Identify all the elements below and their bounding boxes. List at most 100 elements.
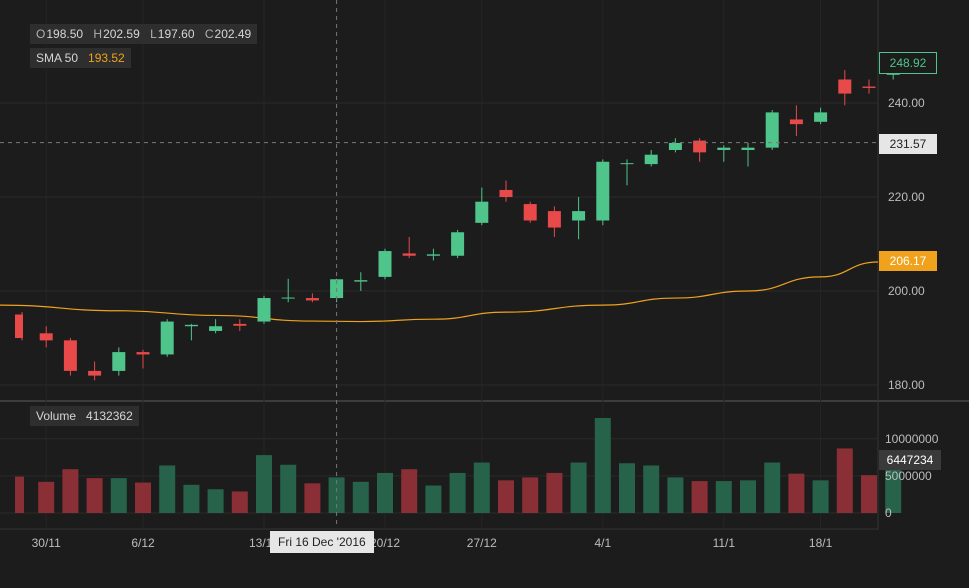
volume-bar xyxy=(15,476,24,513)
volume-bar xyxy=(352,481,369,513)
volume-bar xyxy=(159,465,176,513)
volume-tick-label: 5000000 xyxy=(885,469,932,483)
volume-bar xyxy=(594,418,611,513)
volume-bar xyxy=(377,472,393,513)
volume-bar xyxy=(401,469,418,513)
candle-body xyxy=(547,211,561,228)
candle-body xyxy=(862,86,876,88)
sma-value: 193.52 xyxy=(88,51,125,65)
candle-body xyxy=(814,112,828,122)
volume-bar xyxy=(570,462,587,513)
candle-body xyxy=(668,142,682,150)
candle-body xyxy=(451,232,465,256)
candle-body xyxy=(112,352,126,371)
volume-bar xyxy=(788,473,805,513)
volume-bar xyxy=(764,462,781,513)
volume-bars-layer xyxy=(15,418,902,513)
price-tick-label: 180.00 xyxy=(888,378,925,392)
volume-bar xyxy=(473,462,490,513)
volume-bar xyxy=(715,481,732,513)
volume-bar xyxy=(110,478,127,513)
volume-bar xyxy=(207,489,224,513)
time-tick-label: 27/12 xyxy=(467,536,497,550)
volume-bar xyxy=(256,455,272,513)
volume-bar xyxy=(619,463,635,513)
candle-body xyxy=(765,112,779,148)
candle-body xyxy=(209,326,223,331)
volume-tick-label: 10000000 xyxy=(885,432,939,446)
candle-body xyxy=(475,201,489,223)
candle-body xyxy=(620,163,634,165)
volume-bar xyxy=(425,485,442,513)
low-value: 197.60 xyxy=(157,27,195,41)
candle-body xyxy=(789,119,803,125)
volume-bar xyxy=(498,480,514,513)
candle-body xyxy=(88,370,102,376)
price-tick-label: 240.00 xyxy=(888,96,925,110)
volume-bar xyxy=(861,475,877,513)
volume-bar xyxy=(231,491,248,513)
candle-body xyxy=(838,79,852,94)
volume-legend: Volume 4132362 xyxy=(30,406,139,426)
time-tick-label: 4/1 xyxy=(594,536,611,550)
time-tick-label: 11/1 xyxy=(713,536,736,550)
time-tick-label: 30/11 xyxy=(32,536,61,550)
candle-body xyxy=(741,147,755,150)
low-label: L xyxy=(150,27,157,41)
price-tick-label: 220.00 xyxy=(888,190,925,204)
volume-bar xyxy=(183,484,200,513)
volume-price-tag: 6447234 xyxy=(879,450,941,470)
candle-body xyxy=(378,251,392,277)
sma-price-tag: 206.17 xyxy=(879,251,937,271)
volume-bar xyxy=(449,472,466,513)
candle-body xyxy=(354,280,368,282)
volume-label: Volume xyxy=(36,409,77,423)
volume-bar xyxy=(740,480,756,513)
volume-bar xyxy=(836,448,853,513)
volume-tick-label: 0 xyxy=(885,506,892,520)
volume-bar xyxy=(643,465,660,513)
crosshair xyxy=(0,0,878,528)
sma-line xyxy=(0,261,879,323)
volume-bar xyxy=(812,480,829,513)
last-price-tag: 248.92 xyxy=(879,52,937,74)
candles-layer xyxy=(15,58,900,381)
candle-body xyxy=(39,333,53,341)
candle-body xyxy=(281,297,295,299)
volume-bar xyxy=(667,477,684,513)
candle-body xyxy=(184,324,198,327)
candle-body xyxy=(63,340,77,371)
candle-body xyxy=(426,254,440,256)
candle-body xyxy=(233,323,247,326)
candle-body xyxy=(402,253,416,256)
sma-label: SMA 50 xyxy=(36,51,79,65)
candle-body xyxy=(136,352,150,355)
grid-lines xyxy=(0,0,969,530)
volume-bar xyxy=(135,482,151,513)
candle-body xyxy=(644,154,658,165)
ohlc-legend: O198.50 H202.59 L197.60 C202.49 xyxy=(30,24,258,44)
volume-bar xyxy=(280,464,297,513)
volume-bar xyxy=(328,477,345,513)
candle-body xyxy=(499,189,513,197)
candle-body xyxy=(596,161,610,221)
sma-legend: SMA 50 193.52 xyxy=(30,48,131,68)
close-value: 202.49 xyxy=(214,27,252,41)
candle-body xyxy=(15,314,23,338)
volume-value: 4132362 xyxy=(86,409,133,423)
open-value: 198.50 xyxy=(46,27,84,41)
candle-body xyxy=(523,204,537,221)
high-value: 202.59 xyxy=(103,27,140,41)
volume-bar xyxy=(86,478,103,513)
price-tick-label: 200.00 xyxy=(888,284,925,298)
candle-body xyxy=(717,147,731,150)
axes-layer: 180.00 200.00 220.00 240.00 0 5000000 10000000… xyxy=(32,96,939,550)
volume-bar xyxy=(691,481,708,513)
volume-bar xyxy=(62,469,79,513)
time-tick-label: 18/1 xyxy=(809,536,833,550)
volume-bar xyxy=(522,477,539,513)
time-tick-label: 20/12 xyxy=(370,536,400,550)
volume-bar xyxy=(304,483,321,513)
